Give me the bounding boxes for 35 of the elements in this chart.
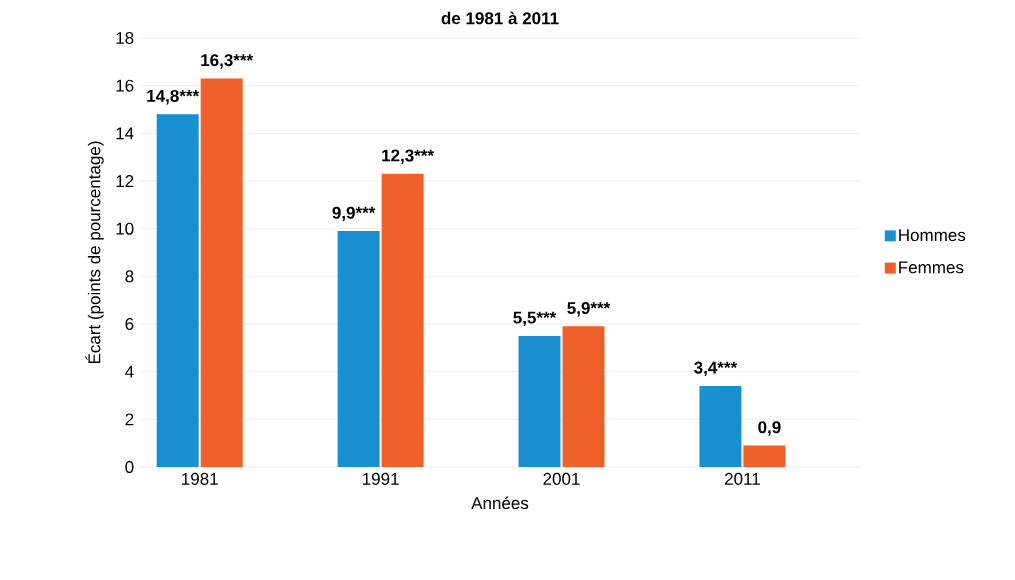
chart-title: de 1981 à 2011 — [441, 11, 559, 25]
y-tick-label: 0 — [125, 460, 134, 474]
y-tick-label: 14 — [116, 127, 134, 140]
bar — [200, 78, 243, 467]
data-label: 14,8*** — [147, 89, 200, 105]
data-label: 5,5*** — [513, 311, 557, 327]
bar — [699, 385, 742, 467]
y-tick-label: 4 — [125, 365, 134, 378]
bar — [518, 335, 561, 467]
data-label: 5,9*** — [567, 302, 611, 317]
bar — [381, 173, 424, 467]
y-tick-label: 10 — [116, 222, 134, 235]
legend-label: Hommes — [899, 229, 966, 242]
bar — [743, 445, 786, 467]
data-label: 0,9 — [758, 421, 781, 436]
y-tick-label: 2 — [125, 413, 134, 426]
y-tick-label: 16 — [116, 79, 134, 92]
bar — [156, 114, 199, 467]
y-tick-label: 6 — [125, 317, 134, 331]
y-axis-title: Écart (points de pourcentage) — [85, 141, 104, 364]
bar — [337, 231, 380, 467]
data-label: 16,3*** — [201, 54, 254, 69]
legend-label: Femmes — [899, 261, 964, 274]
data-label: 9,9*** — [332, 206, 376, 222]
bar — [562, 326, 605, 467]
x-tick-label: 2011 — [725, 472, 760, 485]
x-tick-label: 1981 — [182, 472, 218, 485]
y-tick-label: 12 — [116, 175, 134, 187]
y-tick-label: 8 — [125, 270, 134, 283]
x-tick-label: 1991 — [363, 472, 399, 485]
data-label: 3,4*** — [694, 361, 738, 377]
x-tick-label: 2001 — [543, 472, 580, 485]
y-tick-label: 18 — [116, 31, 134, 45]
x-axis-title: Années — [471, 496, 529, 510]
data-label: 12,3*** — [382, 149, 435, 164]
